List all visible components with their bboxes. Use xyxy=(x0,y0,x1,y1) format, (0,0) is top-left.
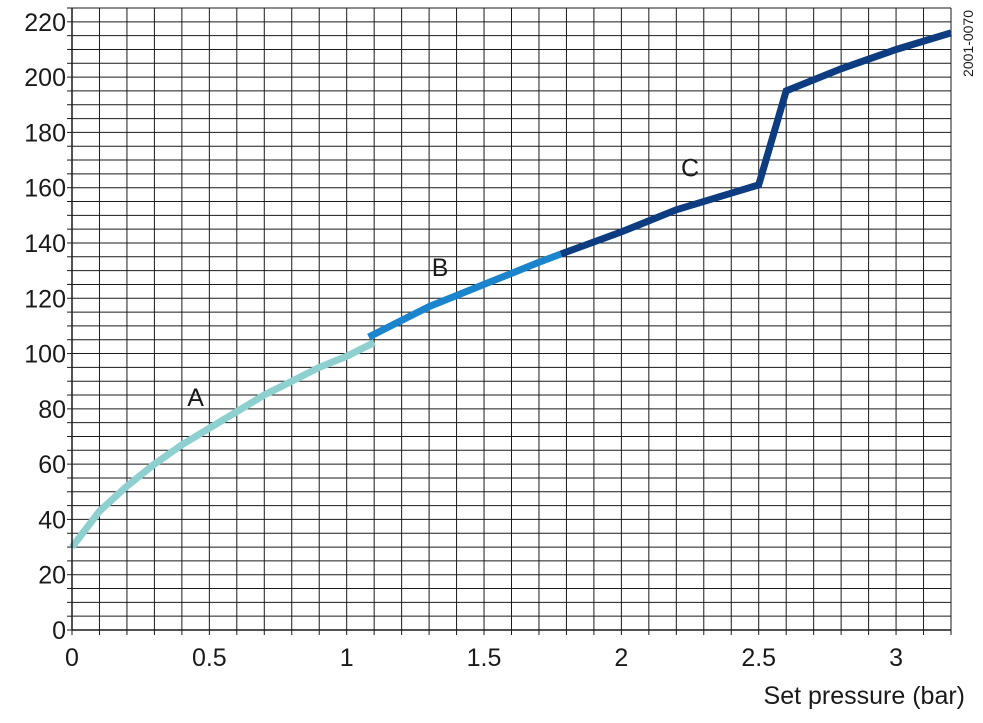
series-label-a: A xyxy=(187,384,204,412)
x-tick-label: 1.5 xyxy=(467,644,502,672)
y-tick-label: 0 xyxy=(52,617,66,645)
y-tick-label: 20 xyxy=(38,562,66,590)
series-line-b xyxy=(367,250,563,341)
y-tick-label: 140 xyxy=(24,230,66,258)
x-tick-label: 0 xyxy=(65,644,79,672)
y-tick-label: 220 xyxy=(24,9,66,37)
y-tick-label: 120 xyxy=(24,285,66,313)
y-tick-label: 40 xyxy=(38,506,66,534)
x-tick-label: 2.5 xyxy=(741,644,776,672)
series-line-c xyxy=(559,29,953,258)
axes xyxy=(67,7,952,635)
series-label-b: B xyxy=(432,254,449,282)
y-tick-label: 100 xyxy=(24,341,66,369)
y-tick-label: 200 xyxy=(24,64,66,92)
y-tick-label: 160 xyxy=(24,175,66,203)
x-tick-label: 1 xyxy=(340,644,354,672)
y-tick-label: 60 xyxy=(38,451,66,479)
figure-code: 2001-0070 xyxy=(960,10,976,77)
labels: 0 20 40 60 80 100 120 140 160 180 200 220 0 0.5 1 1.5 2 2… xyxy=(24,9,903,672)
x-tick-label: 3 xyxy=(889,644,903,672)
y-tick-label: 180 xyxy=(24,119,66,147)
series-line-a xyxy=(69,339,376,550)
x-tick-label: 0.5 xyxy=(192,644,227,672)
series-label-c: C xyxy=(681,155,699,183)
x-tick-label: 2 xyxy=(614,644,628,672)
grid xyxy=(71,7,952,631)
series-lines xyxy=(69,29,953,550)
x-axis-title: Set pressure (bar) xyxy=(764,682,965,710)
y-tick-label: 80 xyxy=(38,396,66,424)
